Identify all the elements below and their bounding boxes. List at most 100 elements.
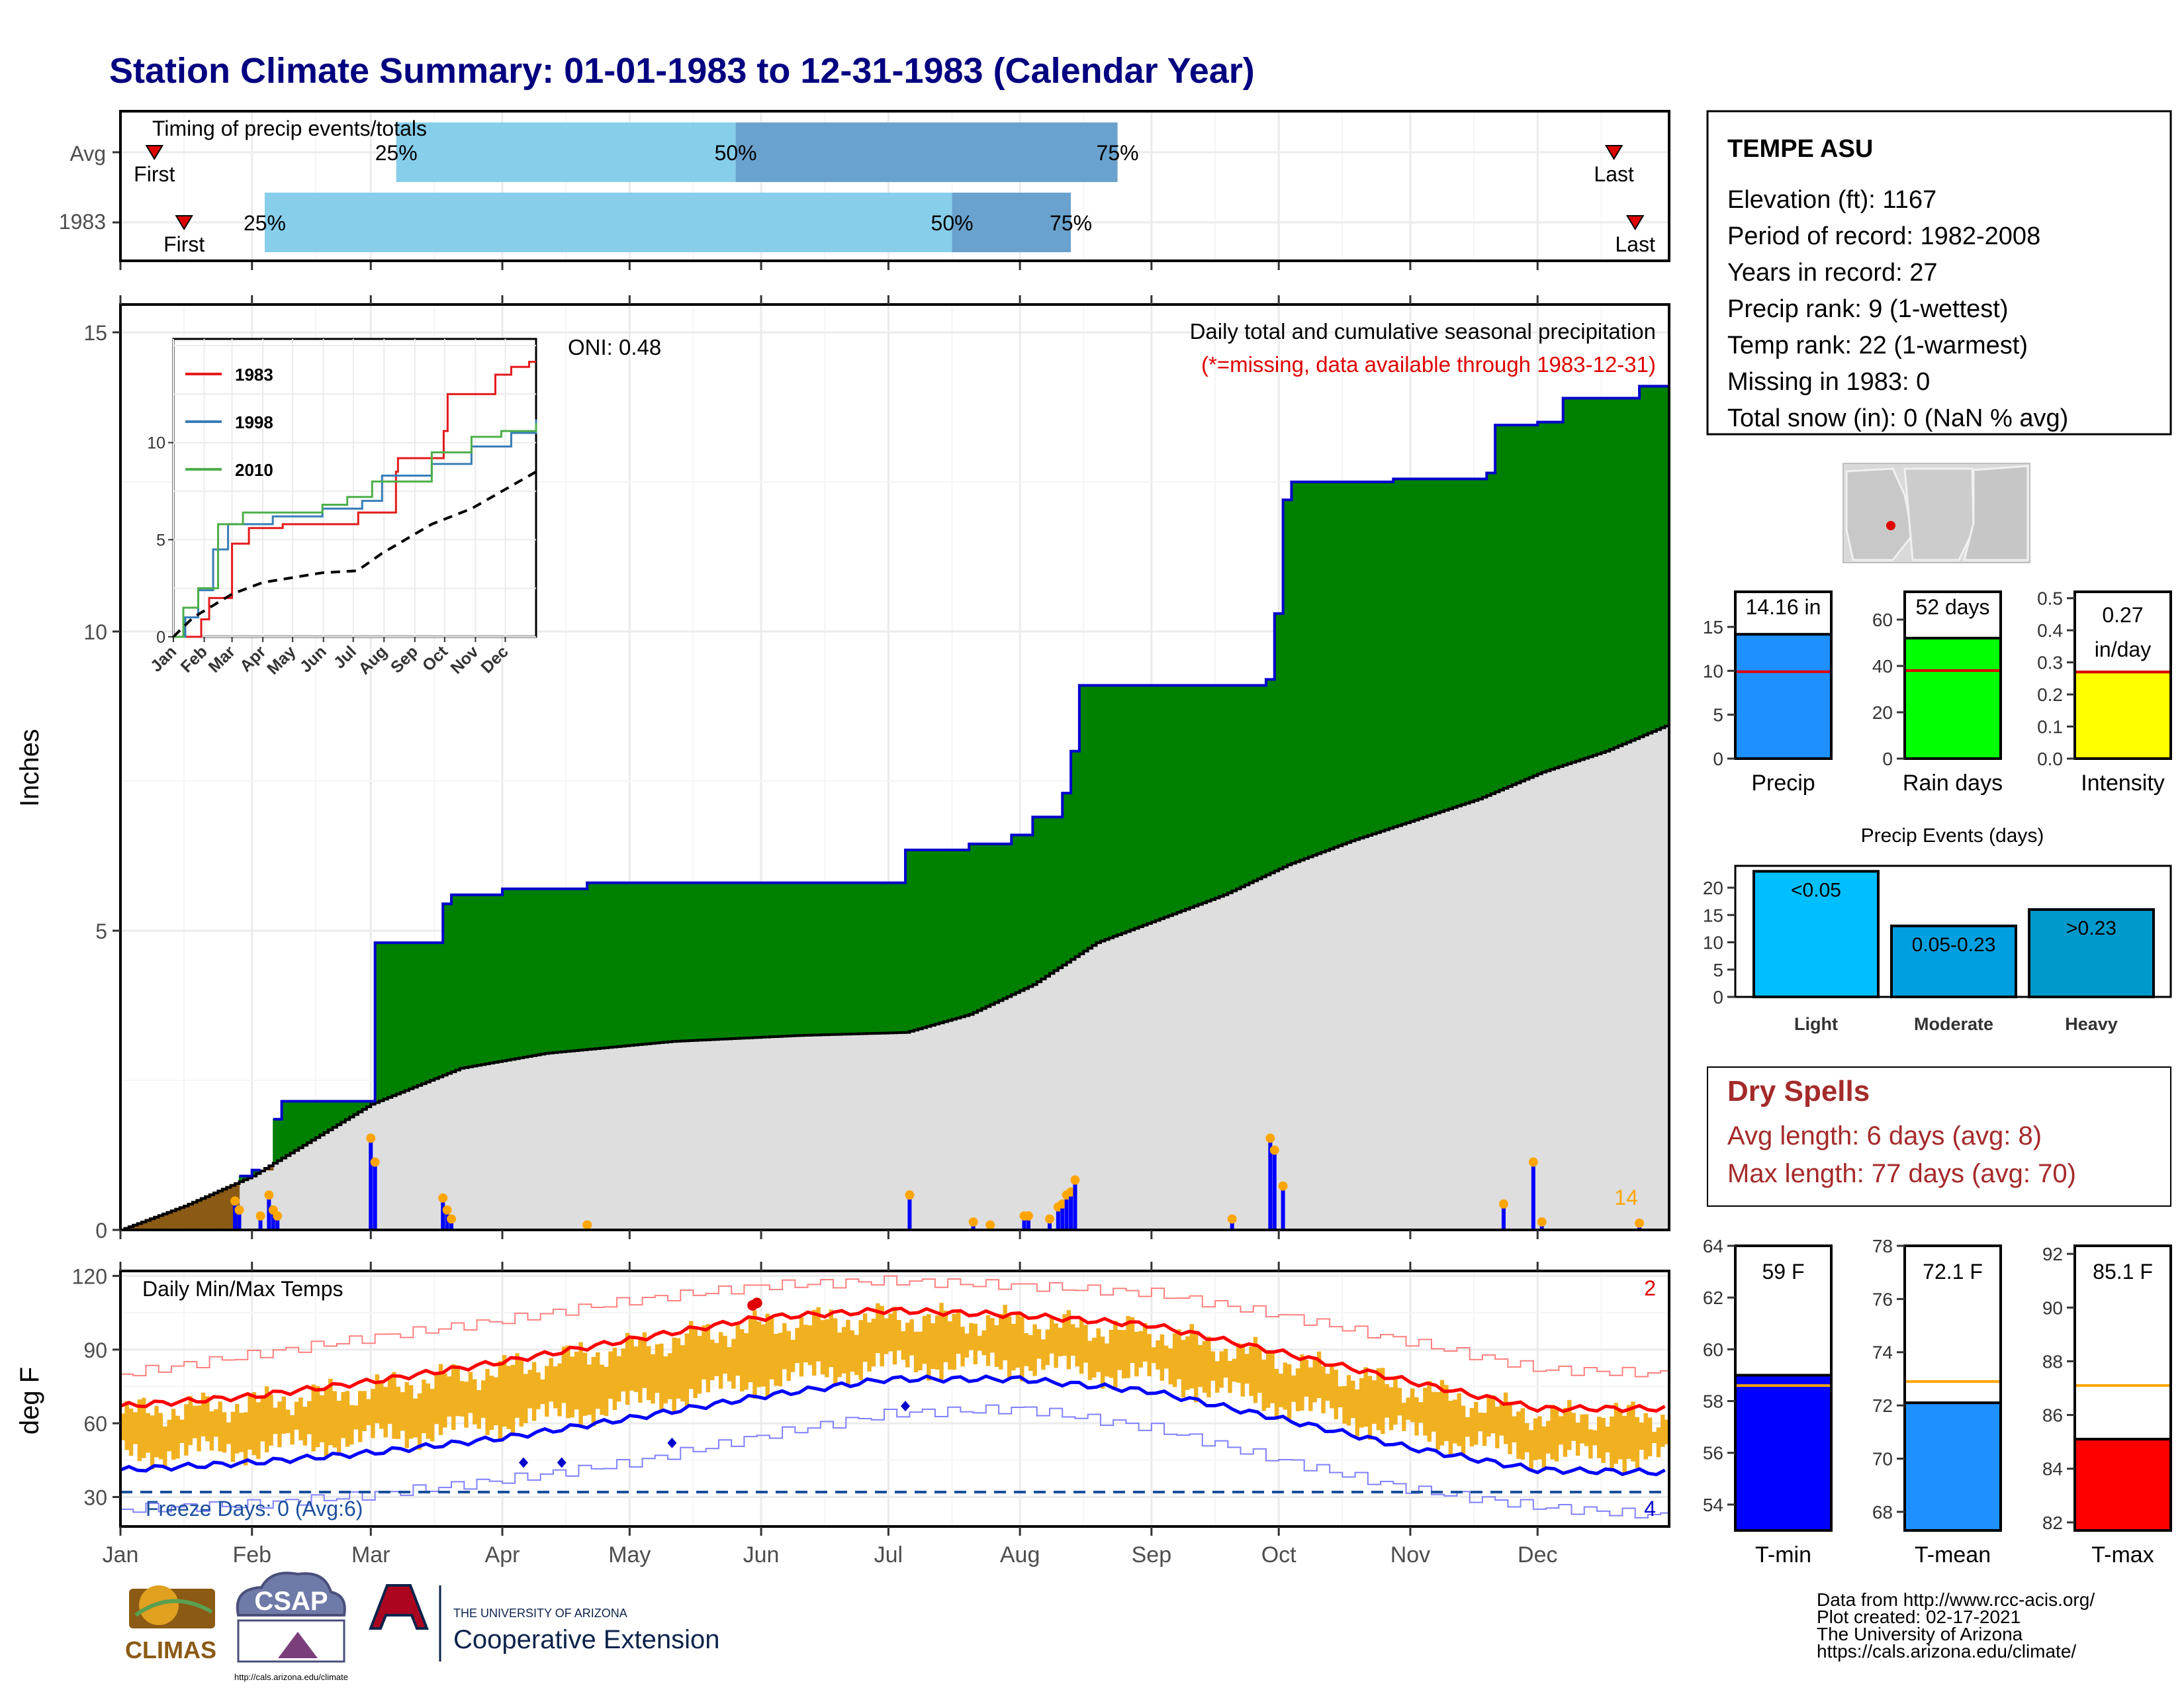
map-state-new-mexico [1903, 467, 1975, 561]
precip-event-bar [1890, 924, 2017, 998]
timing-row-label-avg: Avg [69, 142, 106, 165]
precip-events-title: Precip Events (days) [1861, 825, 2044, 847]
record-low-marker [901, 1401, 911, 1412]
summary-y-tick-label: 40 [1872, 656, 1893, 677]
summary-y-tick-label: 60 [1872, 610, 1893, 630]
precip-event-bar [2028, 908, 2155, 998]
summary-y-tick-label: 82 [2042, 1513, 2063, 1533]
precip-event-bar-label: >0.23 [2066, 917, 2116, 939]
daily-precip-dot [1265, 1133, 1275, 1143]
csap-logo-cloud [236, 1571, 346, 1617]
precip-event-bar-label: <0.05 [1791, 879, 1841, 901]
daily-precip-bar [1073, 1182, 1077, 1230]
climas-logo-text: CLIMAS [125, 1636, 216, 1664]
normal-cumulative-area [120, 724, 1669, 1230]
precip-event-bar [1752, 870, 1880, 998]
daily-precip-dot [438, 1193, 448, 1203]
timing-first-marker [175, 215, 193, 230]
summary-y-tick-label: 54 [1703, 1495, 1723, 1515]
oni-label: ONI: 0.48 [568, 335, 661, 359]
summary-y-tick-label: 0.3 [2037, 653, 2063, 673]
daily-precip-bar [1268, 1140, 1273, 1230]
month-tick-label: Jul [874, 1542, 903, 1568]
precip-events-y-tick-label: 5 [1713, 960, 1723, 980]
footer-line-url: https://cals.arizona.edu/climate/ [1817, 1641, 2076, 1662]
station-info-frame [1706, 110, 2172, 436]
precip-frame [119, 303, 1670, 1231]
record-max-line [120, 1275, 1669, 1378]
daily-precip-bar [1056, 1209, 1060, 1230]
summary-y-tick-label: 58 [1703, 1391, 1723, 1412]
timing-bars: 25% 50% 75% First Last 25% 50% 75% First Last [134, 122, 1655, 256]
daily-precip-dot [230, 1196, 240, 1206]
daily-precip-bar [1060, 1205, 1065, 1230]
temp-frame [119, 1270, 1670, 1528]
record-low-marker [667, 1437, 677, 1448]
ua-cooperative-extension-logo: THE UNIVERSITY OF ARIZONA Cooperative Ex… [369, 1584, 719, 1662]
timing-first-marker [145, 145, 164, 160]
temp-range-bars [120, 1303, 1669, 1474]
record-high-count: 2 [1644, 1276, 1656, 1300]
csap-logo: CSAP http://cals.arizona.edu/climate [234, 1571, 348, 1682]
summary-bar-intensity [2073, 671, 2172, 761]
daily-precip-dot [985, 1220, 995, 1230]
daily-temp-range-bars [120, 1297, 1669, 1474]
station-info-lines: Elevation (ft): 1167 Period of record: 19… [1727, 186, 2068, 432]
summary-value-label: 85.1 F [2093, 1260, 2153, 1284]
dry-spells-box: Dry Spells Avg length: 6 days (avg: 8) M… [1707, 1066, 2171, 1207]
precip-event-bar-label: 0.05-0.23 [1912, 934, 1996, 956]
precip-events-y-tick-label: 15 [1703, 905, 1723, 925]
daily-precip-dot [273, 1211, 283, 1221]
month-tick-label: Apr [485, 1542, 520, 1568]
footer-credits: Data from http://www.rcc-acis.org/ Plot … [1817, 1589, 2095, 1662]
precip-y-label: Inches [15, 729, 44, 807]
record-high-marker [751, 1297, 762, 1309]
timing-last-marker [1604, 145, 1623, 160]
daily-precip-bar [441, 1199, 445, 1230]
timing-first-label: First [134, 162, 175, 186]
csap-logo-url: http://cals.arizona.edu/climate [234, 1672, 348, 1682]
month-tick-label: Jun [743, 1542, 780, 1568]
summary-y-tick-label: 60 [1703, 1339, 1723, 1360]
summary-value-unit-label: in/day [2095, 637, 2151, 661]
month-tick-label: Nov [1390, 1542, 1430, 1568]
missing-data-note: (*=missing, data available through 1983-… [1201, 352, 1656, 377]
record-low-marker [557, 1457, 567, 1468]
dry-spells-avg-length: Avg length: 6 days (avg: 8) [1727, 1121, 2042, 1150]
temp-y-label: deg F [15, 1367, 44, 1434]
daily-precip-dot [234, 1205, 244, 1215]
daily-precip-bar [271, 1211, 275, 1230]
inset-series-avg [172, 470, 537, 638]
timing-p25-label: 25% [244, 211, 286, 235]
summary-y-tick-label: 86 [2042, 1405, 2063, 1426]
timing-p75-label: 75% [1050, 211, 1092, 235]
daily-precip-bar [275, 1217, 280, 1230]
precip-events-chart: Precip Events (days) <0.05 Light 0.05-0.23… [1703, 825, 2172, 1034]
temp-y-tick-label: 120 [72, 1264, 107, 1288]
station-info-line: Temp rank: 22 (1-warmest) [1727, 332, 2028, 359]
precip-y-tick-label: 10 [83, 620, 107, 644]
station-name: TEMPE ASU [1727, 135, 1873, 163]
month-tick-label: May [608, 1542, 651, 1568]
inset-legend-label: 1998 [235, 412, 273, 432]
summary-frame [2073, 590, 2172, 760]
daily-precip-dot [1278, 1181, 1288, 1191]
timing-bar-late [735, 122, 1118, 182]
inset-legend-label: 1983 [235, 365, 273, 385]
summary-y-tick-label: 70 [1872, 1448, 1893, 1469]
timing-p25-label: 25% [375, 141, 418, 165]
map-state-texas [1963, 465, 2029, 561]
dry-spells-title: Dry Spells [1727, 1075, 1870, 1107]
daily-precip-bar [1501, 1205, 1506, 1230]
summary-y-tick-label: 0.5 [2037, 588, 2063, 609]
cumulative-precip-line [239, 382, 1670, 1178]
month-tick-label: Aug [1000, 1542, 1040, 1568]
inset-series-2010 [173, 423, 537, 638]
month-tick-label: Oct [1261, 1542, 1297, 1568]
inset-gridlines [173, 339, 536, 637]
daily-precip-dot [1227, 1214, 1237, 1224]
summary-y-tick-label: 56 [1703, 1443, 1723, 1464]
summary-y-tick-label: 74 [1872, 1342, 1893, 1363]
precip-panel-header: Daily total and cumulative seasonal prec… [1190, 319, 1656, 344]
freeze-days-label: Freeze Days: 0 (Avg:6) [146, 1497, 363, 1521]
